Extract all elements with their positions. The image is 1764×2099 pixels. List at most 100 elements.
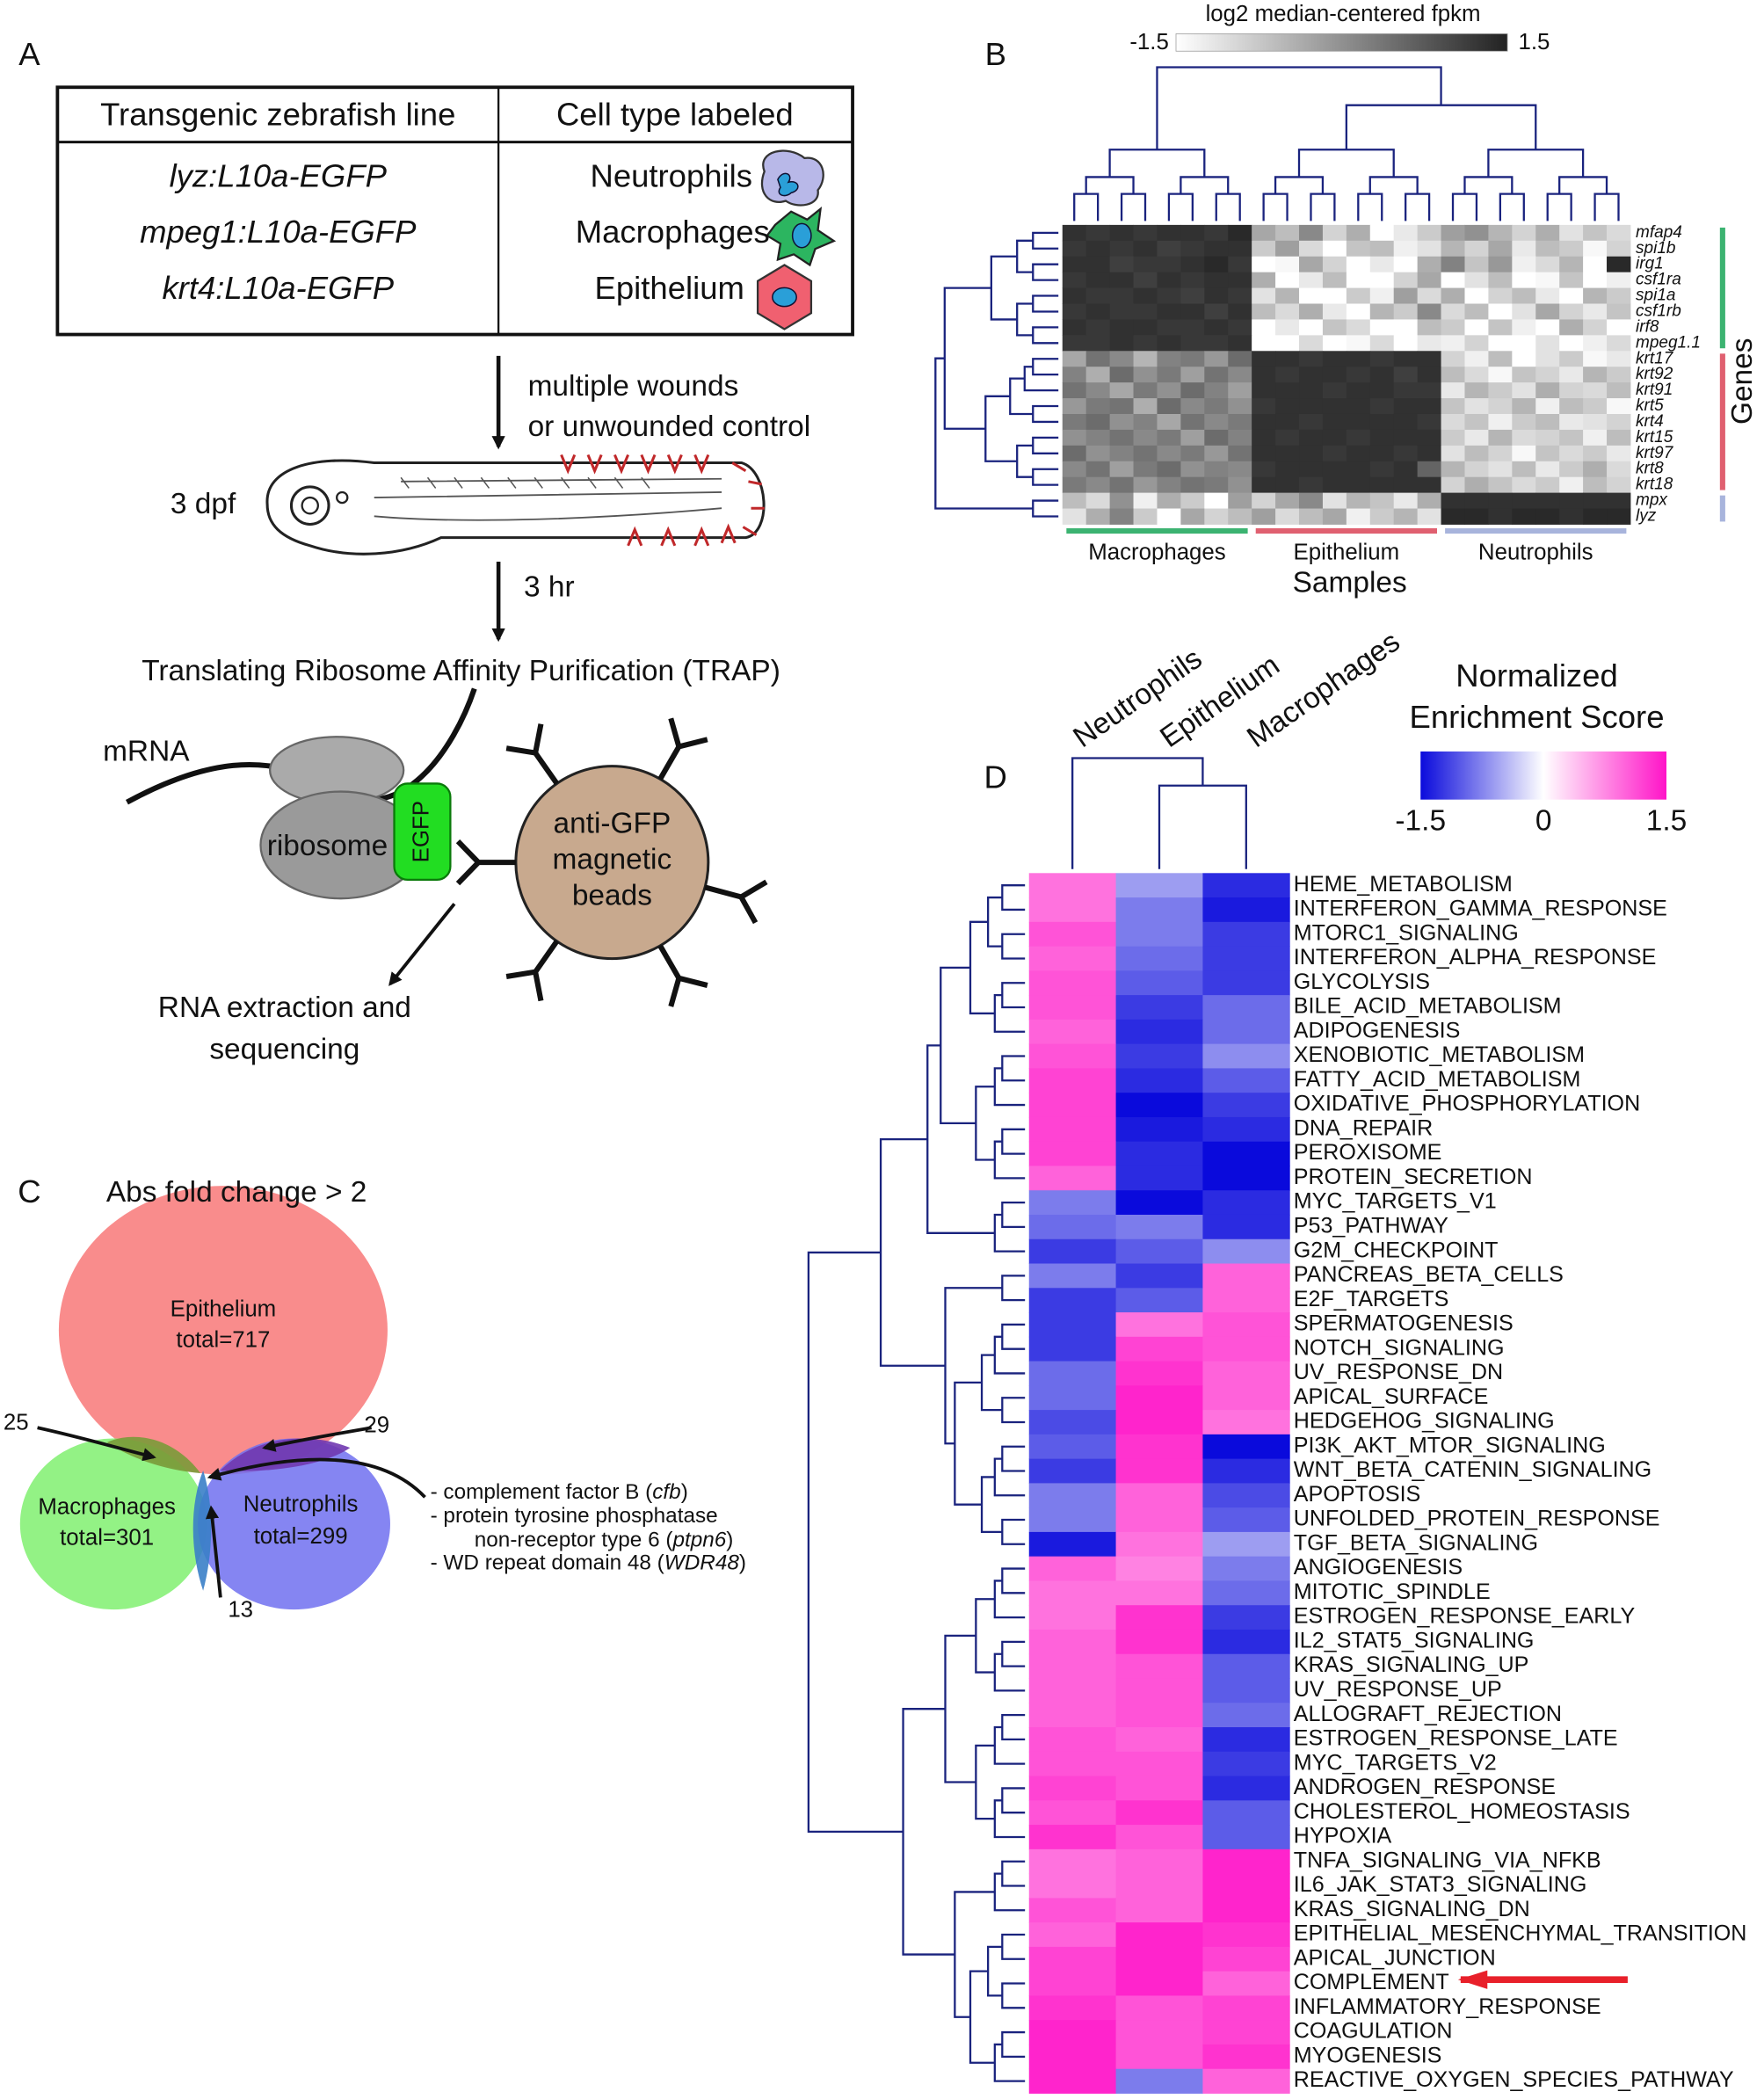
dendrogram (975, 1598, 995, 1674)
pathway-label: OXIDATIVE_PHOSPHORYLATION (1294, 1092, 1640, 1116)
heatmap-cell (1464, 461, 1489, 478)
heatmap-cell (1322, 224, 1347, 242)
heatmap-cell (1115, 1093, 1203, 1118)
heatmap-cell (1109, 413, 1134, 431)
heatmap-cell (1062, 429, 1087, 447)
gene-note-part: - complement factor B ( (431, 1480, 653, 1504)
heatmap-cell (1157, 413, 1181, 431)
dendrogram (1274, 176, 1325, 194)
sample-group-label: Neutrophils (1478, 541, 1593, 565)
dendrogram (980, 1476, 1003, 1534)
heatmap-cell (1180, 224, 1205, 242)
pathway-label: ANGIOGENESIS (1294, 1555, 1463, 1580)
heatmap-cell (1204, 319, 1229, 336)
heatmap-cell (1488, 240, 1513, 258)
heatmap-cell (1180, 508, 1205, 525)
heatmap-cell (1115, 2020, 1203, 2045)
heatmap-cell (1559, 287, 1584, 304)
dendrogram (954, 1381, 983, 1506)
heatmap-cell (1559, 303, 1584, 320)
pathway-label: ESTROGEN_RESPONSE_LATE (1294, 1726, 1618, 1751)
heatmap-cell (1202, 1263, 1290, 1289)
heatmap-cell (1115, 1019, 1203, 1045)
heatmap-cell (1202, 946, 1290, 971)
heatmap-cell (1115, 1825, 1203, 1850)
heatmap-cell (1228, 367, 1252, 383)
heatmap-cell (1441, 367, 1465, 383)
heatmap-cell (1464, 382, 1489, 399)
heatmap-cell (1028, 1410, 1117, 1435)
dendrogram (1009, 377, 1034, 416)
heatmap-cell (1369, 272, 1395, 289)
heatmap-cell (1583, 224, 1608, 242)
heatmap-cell (1464, 224, 1489, 242)
heatmap-cell (1369, 429, 1395, 447)
heatmap-cell (1204, 492, 1229, 509)
heatmap-cell (1228, 398, 1252, 415)
heatmap-cell (1028, 1776, 1117, 1801)
heatmap-cell (1202, 995, 1290, 1020)
heatmap-cell (1512, 398, 1536, 415)
overlap-arrow (207, 1457, 426, 1499)
heatmap-cell (1157, 256, 1181, 273)
heatmap-cell (1062, 476, 1087, 494)
heatmap-cell (1202, 1214, 1290, 1240)
heatmap-cell (1346, 240, 1371, 258)
heatmap-cell (1464, 492, 1489, 509)
pathway-label: PEROXISOME (1294, 1140, 1442, 1165)
heatmap-cell (1252, 461, 1276, 478)
heatmap-cell (1028, 1946, 1117, 1972)
heatmap-cell (1535, 429, 1560, 447)
pathway-label: ALLOGRAFT_REJECTION (1294, 1702, 1562, 1726)
heatmap-cell (1559, 398, 1584, 415)
heatmap-cell (1180, 382, 1205, 399)
heatmap-cell (1299, 476, 1324, 494)
heatmap-cell (1157, 335, 1181, 352)
heatmap-cell (1488, 224, 1513, 242)
dendrogram (1167, 192, 1194, 222)
sample-group-label: Macrophages (1088, 541, 1226, 565)
heatmap-cell (1393, 256, 1419, 273)
heatmap-cell (1202, 1776, 1290, 1801)
larva (265, 459, 766, 556)
heatmap-cell (1085, 429, 1111, 447)
heatmap-cell (1202, 873, 1290, 898)
heatmap-cell (1299, 445, 1324, 462)
heatmap-cell (1115, 1238, 1203, 1264)
heatmap-cell (1180, 429, 1205, 447)
heatmap-cell (1275, 476, 1300, 494)
nucleus-icon (791, 222, 812, 249)
heatmap-cell (1559, 367, 1584, 383)
heatmap-cell (1299, 256, 1324, 273)
heatmap-cell (1115, 1068, 1203, 1093)
sample-group-bar (1255, 528, 1437, 534)
heatmap-cell (1228, 476, 1252, 494)
heatmap-cell (1157, 303, 1181, 320)
heatmap-cell (1488, 461, 1513, 478)
dendrogram (993, 1652, 1026, 1692)
dendrogram (993, 1140, 1026, 1180)
heatmap-cell (1085, 445, 1111, 462)
heatmap-cell (1299, 351, 1324, 367)
heatmap-cell (1204, 224, 1229, 242)
heatmap-cell (1157, 461, 1181, 478)
heatmap-cell (1202, 2068, 1290, 2094)
dendrogram (940, 966, 976, 1125)
heatmap-cell (1028, 897, 1117, 923)
heatmap-cell (1028, 1312, 1117, 1338)
heatmap-cell (1202, 1848, 1290, 1875)
heatmap-cell (1028, 1019, 1117, 1045)
heatmap-cell (1322, 413, 1347, 431)
heatmap-cell (1028, 1238, 1117, 1264)
heatmap-cell (1346, 224, 1371, 242)
heatmap-cell (1180, 351, 1205, 367)
gene-group-bar (1719, 353, 1725, 490)
heatmap-cell (1441, 351, 1465, 367)
heatmap-cell (1417, 398, 1442, 415)
heatmap-cell (1028, 1556, 1117, 1581)
heatmap-cell (1299, 287, 1324, 304)
heatmap-cell (1369, 398, 1395, 415)
heatmap-cell (1512, 319, 1536, 336)
heatmap-cell (1322, 398, 1347, 415)
heatmap-cell (1299, 413, 1324, 431)
